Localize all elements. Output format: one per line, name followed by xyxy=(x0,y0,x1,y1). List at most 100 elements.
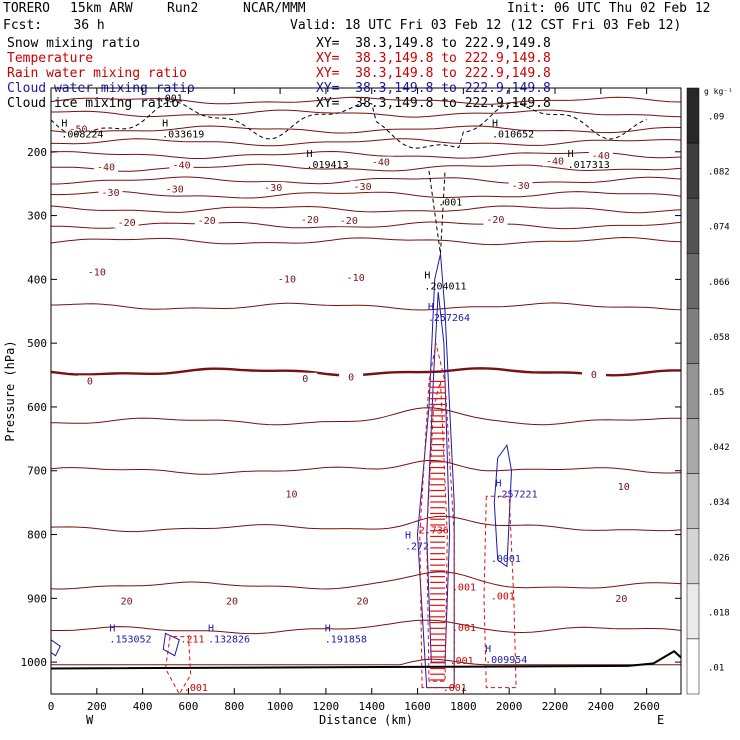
isotherm-label-bg xyxy=(343,272,368,284)
x-tick-label: 600 xyxy=(179,700,199,713)
cloud-water-contour xyxy=(162,632,180,657)
isotherm-label: -20 xyxy=(301,215,319,226)
colorbar-tick-label: .066 xyxy=(708,278,730,288)
isotherm-label: 0 xyxy=(302,374,308,385)
contour-labels: -50 -40 -40 -40 -40 -40 -30 -30 -30 -30 -30 -20 -20 -… xyxy=(61,93,636,694)
contour-value-label: .001 xyxy=(159,93,183,104)
maximum-value: .257221 xyxy=(495,489,537,500)
x-tick-label: 1400 xyxy=(358,700,385,713)
colorbar-tick-label: .034 xyxy=(708,498,730,508)
isotherm-label-bg xyxy=(293,372,318,384)
colorbar-tick-label: .018 xyxy=(708,608,730,618)
isotherm-label-bg xyxy=(169,159,194,171)
x-tick-label: 1000 xyxy=(267,700,294,713)
contour-value-label: .001 xyxy=(450,656,474,667)
isotherm-label: 0 xyxy=(591,370,597,381)
maximum-marker: H xyxy=(325,624,331,635)
maximum-value: 2.736 xyxy=(419,526,449,537)
isotherm-line xyxy=(51,163,682,172)
terrain-surface xyxy=(50,650,682,670)
colorbar-swatch xyxy=(686,583,700,640)
colorbar-swatch xyxy=(686,197,700,254)
isotherm-label: 10 xyxy=(618,482,630,493)
x-axis-label: Distance (km) xyxy=(319,713,413,727)
isotherm-label: -20 xyxy=(198,216,216,227)
colorbar-tick-label: .05 xyxy=(708,388,724,398)
isotherm-line xyxy=(51,658,681,666)
maximum-value: .017313 xyxy=(568,160,610,171)
isotherm-label: 10 xyxy=(286,489,298,500)
x-tick-label: 2200 xyxy=(542,700,569,713)
isotherm-line xyxy=(50,125,682,134)
cloud-water-contour xyxy=(493,443,513,568)
isotherm-label-bg xyxy=(339,371,364,383)
isotherm-line xyxy=(50,150,682,159)
isotherm-label: 20 xyxy=(357,596,369,607)
isotherm-label: 20 xyxy=(121,596,133,607)
colorbar-tick-label: .042 xyxy=(708,443,730,453)
isotherm-label-bg xyxy=(98,187,123,199)
isotherm-label: -10 xyxy=(278,274,296,285)
isotherm-label-bg xyxy=(194,215,219,227)
colorbar: .09 .082 .074 .066 .058 .05 .042 .034 .026 .018 .0… xyxy=(686,87,733,695)
maximum-marker: H xyxy=(61,118,67,129)
isotherm-label: -40 xyxy=(173,161,191,172)
contour-value-label: .001 xyxy=(443,683,467,694)
isotherm-label-bg xyxy=(261,182,286,194)
plot-header: TORERO 15km ARW Run2 NCAR/MMM Init: 06 U… xyxy=(0,0,740,111)
maximum-value: .211 xyxy=(180,635,204,646)
isotherm-label: -30 xyxy=(264,183,282,194)
isotherm-label-bg xyxy=(77,375,102,387)
isotherm-line xyxy=(50,459,682,475)
colorbar-swatch xyxy=(686,142,700,199)
colorbar-swatch xyxy=(686,473,700,529)
maximum-marker: H xyxy=(424,270,430,281)
maximum-value: .009954 xyxy=(485,655,527,666)
maximum-value: .191858 xyxy=(325,635,367,646)
isotherm-label-bg xyxy=(114,595,139,607)
colorbar-swatch xyxy=(686,638,700,695)
isotherm-label-bg xyxy=(350,180,375,192)
terrain-line xyxy=(50,650,682,670)
y-tick-label: 900 xyxy=(27,592,47,605)
isotherm-label: -20 xyxy=(118,218,136,229)
y-tick-label: 600 xyxy=(27,401,47,414)
isotherm-line xyxy=(50,367,681,377)
x-tick-label: 2400 xyxy=(588,700,615,713)
isotherm-line xyxy=(50,236,682,246)
x-tick-label: 1200 xyxy=(313,700,340,713)
valid-time: Valid: 18 UTC Fri 03 Feb 12 (12 CST Fri … xyxy=(290,18,682,33)
maximum-value: .204011 xyxy=(424,281,466,292)
isotherm-label: -40 xyxy=(97,163,115,174)
cloud-water-contour xyxy=(416,253,455,689)
rain-water-contours xyxy=(164,343,517,696)
isotherm-label: -40 xyxy=(372,158,390,169)
model-name: TORERO xyxy=(3,1,50,16)
field-label-rain: Rain water mixing ratio xyxy=(7,66,188,81)
isotherm-label-bg xyxy=(93,161,118,173)
isotherm-label-bg xyxy=(609,592,634,604)
isotherm-label: -30 xyxy=(166,184,184,195)
colorbar-tick-label: .058 xyxy=(708,333,730,343)
colorbar-swatch xyxy=(686,253,700,309)
isotherm-line xyxy=(51,138,682,147)
axes: 0 200 400 600 800 1000 1200 1400 1600 1800 2000 220… xyxy=(21,88,681,713)
y-tick-label: 500 xyxy=(27,337,47,350)
isotherm-label-bg xyxy=(274,273,299,285)
isotherm-label-bg xyxy=(581,368,606,380)
field-label-snow: Snow mixing ratio xyxy=(7,36,141,51)
temperature-isotherms xyxy=(50,96,682,666)
y-tick-label: 400 xyxy=(27,273,47,286)
isotherm-label: 0 xyxy=(348,373,354,384)
isotherm-line xyxy=(51,221,682,230)
maximum-marker: H xyxy=(495,478,501,489)
isotherm-label-bg xyxy=(611,481,636,493)
maximum-value: .257264 xyxy=(428,313,470,324)
isotherm-label: -40 xyxy=(592,151,610,162)
isotherm-label-bg xyxy=(219,595,244,607)
x-axis-east-label: E xyxy=(657,713,664,727)
isotherm-label: -50 xyxy=(69,124,87,135)
contour-value-label: .001 xyxy=(184,683,208,694)
isotherm-label-bg xyxy=(279,488,304,500)
isotherm-label: -10 xyxy=(347,273,365,284)
